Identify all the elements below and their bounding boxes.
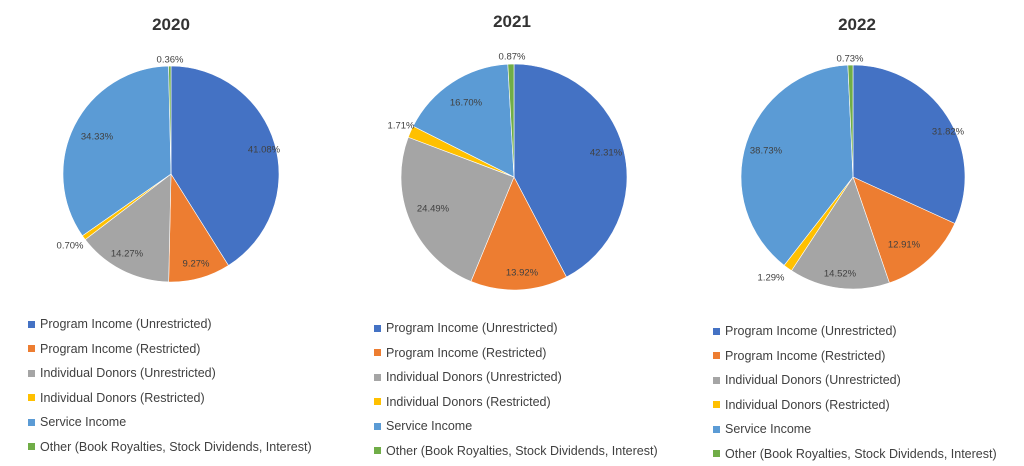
legend-swatch [374, 423, 381, 430]
legend-swatch [28, 419, 35, 426]
legend-item: Program Income (Restricted) [713, 344, 997, 369]
legend-label: Program Income (Restricted) [386, 346, 546, 360]
legend-item: Individual Donors (Restricted) [713, 393, 997, 418]
legend-swatch [713, 450, 720, 457]
data-label-2022-program-restricted: 12.91% [888, 240, 921, 251]
legend-label: Program Income (Restricted) [725, 349, 885, 363]
legend-item: Service Income [713, 417, 997, 442]
legend-swatch [713, 328, 720, 335]
legend-item: Service Income [28, 410, 312, 435]
legend-swatch [374, 374, 381, 381]
legend-swatch [713, 377, 720, 384]
legend-label: Service Income [725, 422, 811, 436]
legend-swatch [713, 426, 720, 433]
data-label-2022-donors-restricted: 1.29% [758, 273, 785, 284]
data-label-2021-program-unrestricted: 42.31% [590, 148, 623, 159]
legend-item: Program Income (Unrestricted) [374, 316, 658, 341]
data-label-2020-program-restricted: 9.27% [183, 259, 210, 270]
legend-item: Other (Book Royalties, Stock Dividends, … [713, 442, 997, 466]
legend-item: Individual Donors (Unrestricted) [28, 361, 312, 386]
legend-item: Individual Donors (Unrestricted) [374, 365, 658, 390]
data-label-2020-service-income: 34.33% [81, 132, 114, 143]
legend-swatch [713, 352, 720, 359]
data-label-2022-service-income: 38.73% [750, 146, 783, 157]
data-label-2021-program-restricted: 13.92% [506, 268, 539, 279]
legend-swatch [713, 401, 720, 408]
legend-swatch [28, 345, 35, 352]
legend-label: Program Income (Unrestricted) [40, 317, 212, 331]
legend-item: Individual Donors (Restricted) [374, 390, 658, 415]
legend-2022: Program Income (Unrestricted) Program In… [713, 319, 997, 466]
legend-item: Program Income (Restricted) [28, 337, 312, 362]
legend-item: Service Income [374, 414, 658, 439]
legend-label: Program Income (Restricted) [40, 342, 200, 356]
legend-item: Other (Book Royalties, Stock Dividends, … [28, 435, 312, 460]
legend-label: Service Income [40, 415, 126, 429]
legend-item: Individual Donors (Restricted) [28, 386, 312, 411]
legend-swatch [28, 321, 35, 328]
legend-label: Individual Donors (Unrestricted) [40, 366, 216, 380]
legend-label: Service Income [386, 419, 472, 433]
legend-item: Program Income (Unrestricted) [713, 319, 997, 344]
data-label-2020-program-unrestricted: 41.08% [248, 145, 281, 156]
legend-swatch [374, 325, 381, 332]
legend-item: Individual Donors (Unrestricted) [713, 368, 997, 393]
legend-swatch [28, 370, 35, 377]
data-label-2022-donors-unrestricted: 14.52% [824, 269, 857, 280]
data-label-2021-service-income: 16.70% [450, 98, 483, 109]
legend-label: Individual Donors (Restricted) [725, 398, 890, 412]
data-label-2022-other: 0.73% [837, 54, 864, 65]
legend-label: Program Income (Unrestricted) [725, 324, 897, 338]
data-label-2020-donors-restricted: 0.70% [57, 241, 84, 252]
legend-label: Individual Donors (Restricted) [40, 391, 205, 405]
legend-label: Program Income (Unrestricted) [386, 321, 558, 335]
legend-label: Individual Donors (Unrestricted) [386, 370, 562, 384]
legend-label: Other (Book Royalties, Stock Dividends, … [386, 444, 658, 458]
legend-swatch [374, 349, 381, 356]
legend-swatch [374, 398, 381, 405]
data-label-2021-other: 0.87% [499, 52, 526, 63]
legend-label: Other (Book Royalties, Stock Dividends, … [40, 440, 312, 454]
data-label-2021-donors-unrestricted: 24.49% [417, 204, 450, 215]
data-label-2022-program-unrestricted: 31.82% [932, 127, 965, 138]
legend-item: Program Income (Restricted) [374, 341, 658, 366]
legend-swatch [28, 394, 35, 401]
data-label-2020-donors-unrestricted: 14.27% [111, 249, 144, 260]
data-label-2021-donors-restricted: 1.71% [388, 121, 415, 132]
legend-label: Other (Book Royalties, Stock Dividends, … [725, 447, 997, 461]
legend-item: Program Income (Unrestricted) [28, 312, 312, 337]
legend-2020: Program Income (Unrestricted) Program In… [28, 312, 312, 459]
data-label-2020-other: 0.36% [157, 55, 184, 66]
legend-swatch [374, 447, 381, 454]
legend-label: Individual Donors (Restricted) [386, 395, 551, 409]
legend-swatch [28, 443, 35, 450]
legend-label: Individual Donors (Unrestricted) [725, 373, 901, 387]
legend-2021: Program Income (Unrestricted) Program In… [374, 316, 658, 463]
legend-item: Other (Book Royalties, Stock Dividends, … [374, 439, 658, 464]
